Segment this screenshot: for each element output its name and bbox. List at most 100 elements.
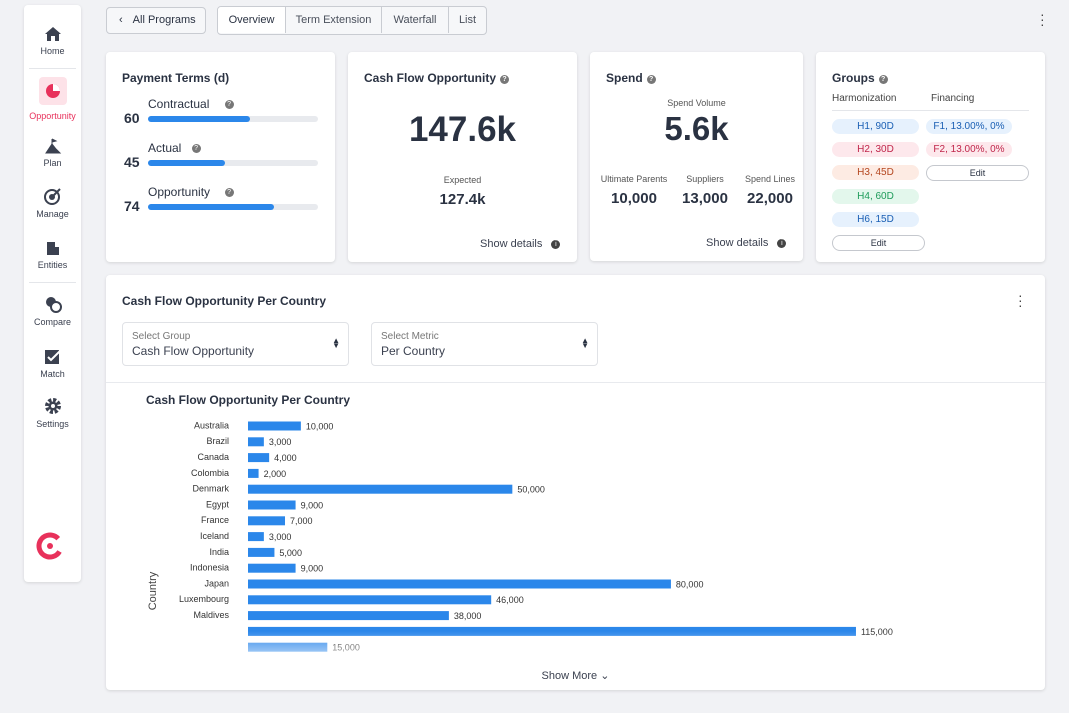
data-label: 7,000 <box>290 516 313 526</box>
term-value: 45 <box>124 154 140 170</box>
term-bar <box>148 116 250 122</box>
term-value: 60 <box>124 110 140 126</box>
show-more-text: Show More <box>541 670 598 682</box>
bar <box>248 484 513 494</box>
data-label: 9,000 <box>301 500 324 510</box>
bar-chart: Cash Flow Opportunity Per Country Countr… <box>146 393 1036 665</box>
logo <box>36 532 64 560</box>
data-label: 4,000 <box>274 453 297 463</box>
stat-label: Spend Lines <box>744 174 796 184</box>
bar <box>248 437 264 447</box>
bar <box>248 516 286 526</box>
nav-settings[interactable]: Settings <box>24 398 81 429</box>
metric-select[interactable]: Select Metric Per Country ▲ ▼ <box>371 322 598 366</box>
group-pill[interactable]: F1, 13.00%, 0% <box>926 119 1012 134</box>
data-label: 5,000 <box>279 548 302 558</box>
data-label: 80,000 <box>676 579 704 589</box>
tab-group: Overview Term Extension Waterfall List <box>217 6 487 35</box>
spend-card: Spend? Spend Volume 5.6k Ultimate Parent… <box>590 52 803 261</box>
bar <box>248 421 301 431</box>
kebab-menu[interactable]: · · · <box>1040 6 1045 32</box>
y-tick-label: Luxembourg <box>179 594 229 604</box>
card-title: Cash Flow Opportunity? <box>364 71 509 85</box>
data-label: 3,000 <box>269 532 292 542</box>
card-title: Groups? <box>832 71 888 85</box>
nav-label: Entities <box>37 260 68 270</box>
bar <box>248 547 275 557</box>
bar <box>248 468 259 478</box>
show-details[interactable]: Show details i <box>480 238 561 250</box>
group-pill[interactable]: F2, 13.00%, 0% <box>926 142 1012 157</box>
data-label: 10,000 <box>306 421 334 431</box>
help-icon: ? <box>224 100 234 109</box>
volume-label: Spend Volume <box>667 98 726 108</box>
tab[interactable]: Waterfall <box>382 7 449 33</box>
select-label: Select Group <box>132 331 191 342</box>
y-tick-label: Japan <box>204 578 229 588</box>
y-tick-label: Maldives <box>193 610 229 620</box>
expected-value: 127.4k <box>439 191 486 208</box>
select-label: Select Metric <box>381 331 439 342</box>
nav-home[interactable]: Home <box>24 26 81 56</box>
bar <box>248 453 270 463</box>
nav-compare[interactable]: Compare <box>24 295 81 327</box>
help-icon: ? <box>224 188 234 197</box>
tab[interactable]: Term Extension <box>286 7 382 33</box>
col-header: Harmonization <box>832 93 897 104</box>
group-select[interactable]: Select Group Cash Flow Opportunity ▲ ▼ <box>122 322 349 366</box>
divider <box>106 382 1045 383</box>
nav-label: Compare <box>33 317 71 327</box>
bar <box>248 532 264 542</box>
y-tick-label: Canada <box>197 452 229 462</box>
bar <box>248 579 671 589</box>
nav-manage[interactable]: Manage <box>24 187 81 219</box>
nav-opportunity[interactable]: Opportunity <box>24 77 81 121</box>
edit-button[interactable]: Edit <box>926 165 1029 181</box>
help-icon: ? <box>191 144 201 153</box>
nav-label: Settings <box>36 419 69 429</box>
stat-value: 22,000 <box>747 190 793 207</box>
stat-label: Ultimate Parents <box>600 174 668 184</box>
show-details[interactable]: Show details i <box>706 237 787 249</box>
y-tick-label: Egypt <box>206 499 230 509</box>
group-pill[interactable]: H3, 45D <box>832 165 919 180</box>
payment-terms-card: Payment Terms (d) Contractual? 60 Actual? 4… <box>106 52 335 262</box>
term-track <box>148 116 318 122</box>
data-label: 9,000 <box>301 564 324 574</box>
details-text: Show details <box>480 238 543 250</box>
tab[interactable]: Overview <box>218 7 286 33</box>
nav-entities[interactable]: Entities <box>24 240 81 270</box>
edit-button[interactable]: Edit <box>832 235 925 251</box>
divider <box>29 282 76 283</box>
group-pill[interactable]: H4, 60D <box>832 189 919 204</box>
col-header: Financing <box>931 93 975 104</box>
term-value: 74 <box>124 198 140 214</box>
data-label: 3,000 <box>269 437 292 447</box>
term-track <box>148 160 318 166</box>
expected-label: Expected <box>443 175 482 185</box>
y-tick-label: India <box>209 547 229 557</box>
nav-plan[interactable]: Plan <box>24 138 81 168</box>
bar <box>248 500 296 510</box>
data-label: 2,000 <box>264 469 287 479</box>
term-label: Actual <box>148 141 182 155</box>
cash-flow-card: Cash Flow Opportunity? 147.6k Expected 1… <box>348 52 577 262</box>
kebab-menu[interactable]: · · · <box>1018 287 1023 313</box>
term-bar <box>148 160 225 166</box>
tab[interactable]: List <box>458 14 477 26</box>
back-button[interactable]: ‹ All Programs <box>106 7 206 34</box>
show-more[interactable]: Show More ⌄ <box>541 670 610 682</box>
fade-overlay <box>166 631 1036 665</box>
nav-match[interactable]: Match <box>24 348 81 379</box>
bar <box>248 595 492 605</box>
group-pill[interactable]: H6, 15D <box>832 212 919 227</box>
stat-label: Suppliers <box>686 174 724 184</box>
back-label: All Programs <box>132 14 196 26</box>
stat-value: 10,000 <box>611 190 657 207</box>
select-value: Per Country <box>381 344 446 358</box>
y-axis-label: Country <box>147 571 159 610</box>
group-pill[interactable]: H1, 90D <box>832 119 919 134</box>
term-label: Opportunity <box>148 185 211 199</box>
group-pill[interactable]: H2, 30D <box>832 142 919 157</box>
